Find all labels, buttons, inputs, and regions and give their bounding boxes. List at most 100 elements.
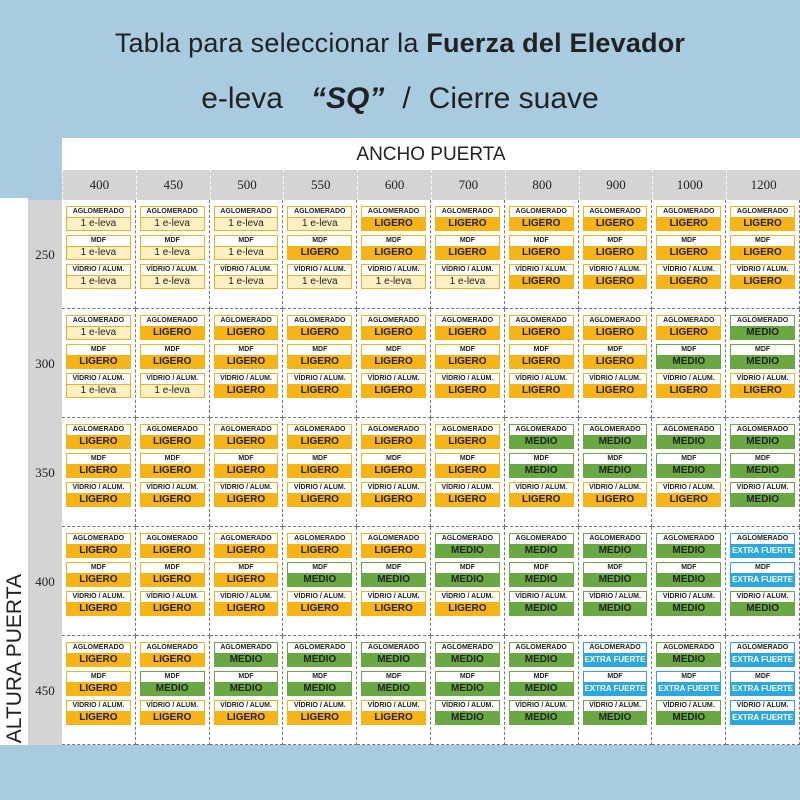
separator: / (402, 82, 411, 115)
force-value: 1 e-leva (66, 275, 131, 289)
entry: VÍDRIO / ALUM. LIGERO (361, 482, 426, 507)
force-value: LIGERO (435, 355, 500, 369)
entry: MDF MEDIO (508, 562, 574, 587)
material-label: MDF (508, 235, 574, 246)
column-label: 800 (504, 170, 579, 200)
force-value: 1 e-leva (139, 275, 205, 289)
entry: AGLOMERADO LIGERO (361, 424, 426, 449)
material-label: VÍDRIO / ALUM. (656, 482, 722, 493)
entry: VÍDRIO / ALUM. LIGERO (213, 591, 279, 616)
entry: VÍDRIO / ALUM. LIGERO (508, 264, 574, 289)
entry: VÍDRIO / ALUM. LIGERO (361, 700, 426, 725)
force-value: MEDIO (582, 573, 648, 587)
cell: AGLOMERADO MEDIO MDF MEDIO VÍDRIO / ALUM. MED… (652, 527, 727, 636)
force-value: LIGERO (139, 602, 205, 616)
entry: VÍDRIO / ALUM. LIGERO (361, 591, 426, 616)
material-label: VÍDRIO / ALUM. (213, 373, 279, 384)
entry: VÍDRIO / ALUM. LIGERO (287, 482, 353, 507)
force-value: MEDIO (730, 355, 795, 369)
material-label: MDF (66, 235, 131, 246)
cell: AGLOMERADO LIGERO MDF LIGERO VÍDRIO / ALUM. L… (209, 309, 284, 418)
entry: MDF EXTRA FUERTE (730, 671, 795, 696)
entry: MDF LIGERO (508, 235, 574, 260)
force-value: LIGERO (582, 355, 648, 369)
material-label: AGLOMERADO (508, 206, 574, 217)
cell: AGLOMERADO LIGERO MDF LIGERO VÍDRIO / ALUM. L… (578, 200, 653, 309)
entry: VÍDRIO / ALUM. LIGERO (66, 591, 131, 616)
force-value: MEDIO (287, 682, 353, 696)
material-label: AGLOMERADO (287, 206, 353, 217)
entry: VÍDRIO / ALUM. MEDIO (730, 591, 795, 616)
entry: VÍDRIO / ALUM. LIGERO (435, 482, 500, 507)
material-label: MDF (435, 562, 500, 573)
force-value: LIGERO (730, 275, 795, 289)
column-label: 500 (209, 170, 284, 200)
material-label: AGLOMERADO (287, 424, 353, 435)
force-value: LIGERO (361, 384, 426, 398)
title-bold: Fuerza del Elevador (426, 28, 686, 58)
force-value: LIGERO (656, 246, 722, 260)
entry: MDF MEDIO (656, 562, 722, 587)
entry: VÍDRIO / ALUM. 1 e-leva (361, 264, 426, 289)
force-value: MEDIO (730, 464, 795, 478)
force-value: EXTRA FUERTE (582, 653, 648, 667)
entry: AGLOMERADO LIGERO (361, 533, 426, 558)
material-label: MDF (730, 562, 795, 573)
material-label: VÍDRIO / ALUM. (582, 700, 648, 711)
material-label: MDF (213, 453, 279, 464)
entry: AGLOMERADO MEDIO (508, 424, 574, 449)
entry: AGLOMERADO 1 e-leva (213, 206, 279, 231)
force-value: MEDIO (656, 435, 722, 449)
force-value: EXTRA FUERTE (730, 573, 795, 587)
force-value: LIGERO (435, 384, 500, 398)
force-value: MEDIO (656, 602, 722, 616)
entry: MDF LIGERO (66, 453, 131, 478)
force-value: LIGERO (139, 326, 205, 340)
entry: MDF LIGERO (508, 344, 574, 369)
cell: AGLOMERADO MEDIO MDF MEDIO VÍDRIO / ALUM. MED… (726, 418, 800, 527)
material-label: AGLOMERADO (435, 533, 500, 544)
material-label: VÍDRIO / ALUM. (213, 700, 279, 711)
material-label: VÍDRIO / ALUM. (361, 700, 426, 711)
force-value: LIGERO (287, 464, 353, 478)
material-label: VÍDRIO / ALUM. (582, 591, 648, 602)
material-label: MDF (213, 235, 279, 246)
force-value: LIGERO (139, 653, 205, 667)
material-label: VÍDRIO / ALUM. (508, 482, 574, 493)
cell: AGLOMERADO MEDIO MDF MEDIO VÍDRIO / ALUM. LIG… (504, 418, 579, 527)
material-label: VÍDRIO / ALUM. (730, 373, 795, 384)
force-value: LIGERO (730, 384, 795, 398)
entry: VÍDRIO / ALUM. LIGERO (435, 373, 500, 398)
entry: MDF LIGERO (361, 235, 426, 260)
row-header-strip: ALTURA PUERTA (0, 198, 28, 745)
entry: AGLOMERADO LIGERO (582, 315, 648, 340)
force-value: MEDIO (582, 544, 648, 558)
cell: AGLOMERADO LIGERO MDF LIGERO VÍDRIO / ALUM. L… (357, 418, 431, 527)
force-value: LIGERO (66, 355, 131, 369)
row-header: ALTURA PUERTA (3, 573, 26, 743)
material-label: AGLOMERADO (656, 533, 722, 544)
entry: VÍDRIO / ALUM. LIGERO (139, 482, 205, 507)
cell: AGLOMERADO LIGERO MDF LIGERO VÍDRIO / ALUM. 1… (431, 200, 505, 309)
entry: AGLOMERADO MEDIO (582, 533, 648, 558)
force-value: LIGERO (508, 275, 574, 289)
force-value: LIGERO (139, 544, 205, 558)
force-value: LIGERO (582, 384, 648, 398)
force-value: MEDIO (361, 682, 426, 696)
material-label: VÍDRIO / ALUM. (361, 373, 426, 384)
entry: VÍDRIO / ALUM. LIGERO (730, 373, 795, 398)
material-label: AGLOMERADO (656, 315, 722, 326)
entry: VÍDRIO / ALUM. LIGERO (582, 373, 648, 398)
cell: AGLOMERADO LIGERO MDF LIGERO VÍDRIO / ALUM. L… (504, 200, 579, 309)
entry: MDF LIGERO (139, 562, 205, 587)
force-value: LIGERO (287, 544, 353, 558)
material-label: AGLOMERADO (287, 533, 353, 544)
force-value: LIGERO (508, 493, 574, 507)
material-label: VÍDRIO / ALUM. (287, 591, 353, 602)
force-value: MEDIO (730, 326, 795, 340)
material-label: AGLOMERADO (361, 533, 426, 544)
force-value: LIGERO (508, 326, 574, 340)
entry: MDF LIGERO (287, 344, 353, 369)
entry: MDF LIGERO (287, 453, 353, 478)
entry: VÍDRIO / ALUM. LIGERO (139, 700, 205, 725)
